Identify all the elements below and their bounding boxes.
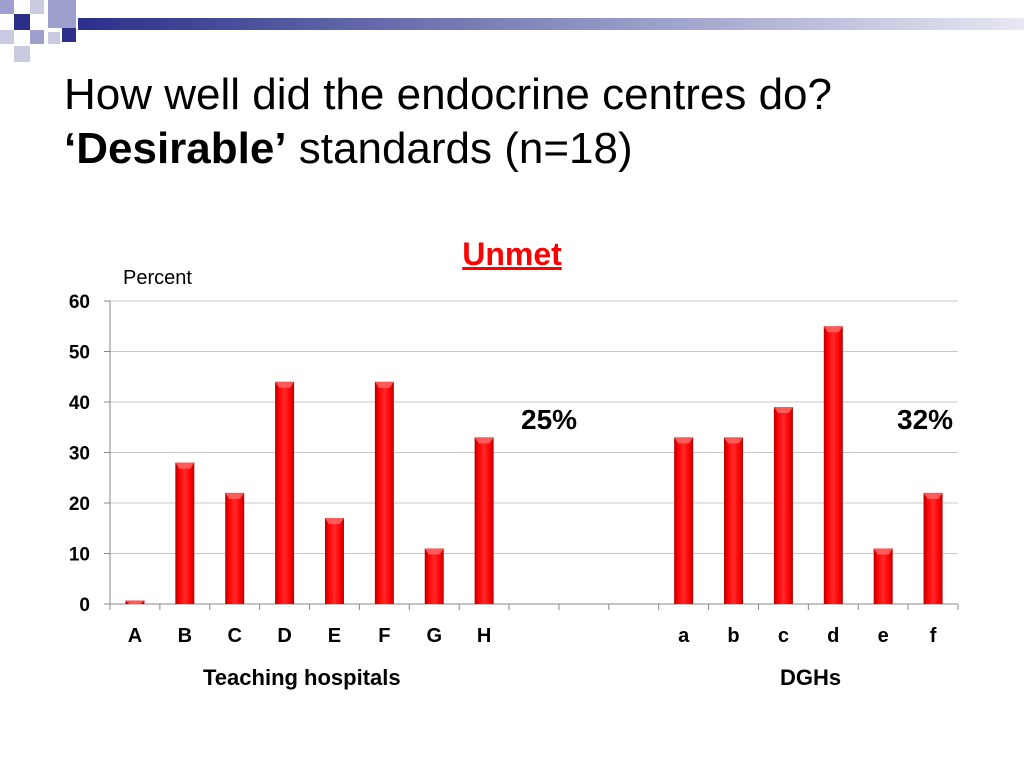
x-tick-label: b bbox=[727, 625, 739, 647]
bar-top-bevel bbox=[374, 381, 394, 388]
y-tick-label: 10 bbox=[69, 545, 90, 566]
x-tick-label: E bbox=[328, 625, 341, 647]
bar-top-bevel bbox=[125, 600, 145, 604]
y-tick-label: 0 bbox=[79, 595, 90, 616]
bar bbox=[474, 437, 494, 604]
y-tick-label: 30 bbox=[69, 444, 90, 465]
bar-top-bevel bbox=[773, 407, 793, 414]
bar bbox=[225, 492, 245, 604]
bar bbox=[823, 326, 843, 604]
y-tick-label: 60 bbox=[69, 292, 90, 313]
bar-top-bevel bbox=[674, 437, 694, 444]
chart-title: Unmet bbox=[462, 236, 562, 272]
title-line-1: How well did the endocrine centres do? bbox=[64, 70, 833, 119]
x-tick-label: H bbox=[477, 625, 491, 647]
header-gradient-bar bbox=[78, 18, 1024, 30]
x-tick-label: A bbox=[128, 625, 142, 647]
bar bbox=[374, 381, 394, 604]
x-tick-label: e bbox=[878, 625, 889, 647]
x-tick-label: G bbox=[426, 625, 442, 647]
title-rest: standards (n=18) bbox=[286, 124, 633, 173]
x-tick-label: C bbox=[227, 625, 241, 647]
bar bbox=[923, 492, 943, 604]
bar-top-bevel bbox=[324, 518, 344, 525]
title-line-2: ‘Desirable’ standards (n=18) bbox=[64, 122, 832, 176]
bar-top-bevel bbox=[873, 548, 893, 555]
x-tick-label: c bbox=[778, 625, 789, 647]
x-tick-label: a bbox=[678, 625, 690, 647]
x-tick-label: F bbox=[378, 625, 390, 647]
bar bbox=[424, 548, 444, 604]
summary-dghs: 32% bbox=[897, 404, 954, 435]
y-tick-label: 20 bbox=[69, 494, 90, 515]
bar bbox=[873, 548, 893, 604]
bar-top-bevel bbox=[275, 381, 295, 388]
title-emphasis: ‘Desirable’ bbox=[64, 124, 287, 173]
group-label-dghs: DGHs bbox=[780, 665, 842, 690]
bar-top-bevel bbox=[424, 548, 444, 555]
bar-top-bevel bbox=[823, 326, 843, 333]
bar-top-bevel bbox=[225, 492, 245, 499]
x-tick-label: B bbox=[178, 625, 192, 647]
bar-top-bevel bbox=[724, 437, 744, 444]
bar bbox=[674, 437, 694, 604]
chart-title-wrap: Unmet bbox=[0, 236, 1024, 273]
x-tick-label: D bbox=[277, 625, 291, 647]
x-tick-label: d bbox=[827, 625, 839, 647]
bar bbox=[724, 437, 744, 604]
summary-teaching: 25% bbox=[521, 404, 578, 435]
bar bbox=[324, 518, 344, 604]
y-axis-label: Percent bbox=[123, 267, 192, 289]
bar bbox=[175, 462, 195, 604]
y-tick-label: 40 bbox=[69, 393, 90, 414]
bar bbox=[275, 381, 295, 604]
y-tick-label: 50 bbox=[69, 343, 90, 364]
group-label-teaching: Teaching hospitals bbox=[203, 665, 401, 690]
bar bbox=[773, 407, 793, 604]
bar-top-bevel bbox=[474, 437, 494, 444]
slide-title: How well did the endocrine centres do? ‘… bbox=[64, 68, 832, 176]
bar-top-bevel bbox=[175, 462, 195, 469]
bar-top-bevel bbox=[923, 492, 943, 499]
x-tick-label: f bbox=[930, 625, 937, 647]
